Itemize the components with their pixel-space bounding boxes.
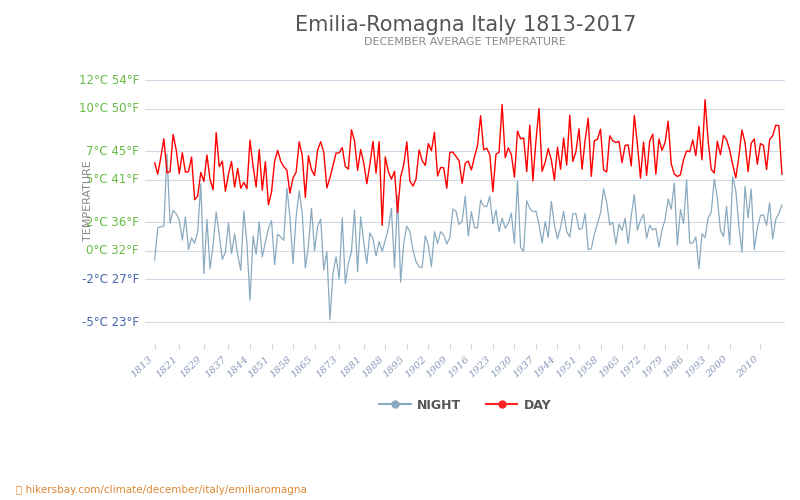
Text: 12°C 54°F: 12°C 54°F bbox=[79, 74, 139, 86]
Legend: NIGHT, DAY: NIGHT, DAY bbox=[374, 394, 556, 417]
Text: -5°C 23°F: -5°C 23°F bbox=[82, 316, 139, 328]
Text: 2°C 36°F: 2°C 36°F bbox=[86, 216, 139, 229]
Text: DECEMBER AVERAGE TEMPERATURE: DECEMBER AVERAGE TEMPERATURE bbox=[364, 38, 566, 48]
Text: -2°C 27°F: -2°C 27°F bbox=[82, 273, 139, 286]
Text: 0°C 32°F: 0°C 32°F bbox=[86, 244, 139, 258]
Text: 🌐 hikersbay.com/climate/december/italy/emiliaromagna: 🌐 hikersbay.com/climate/december/italy/e… bbox=[16, 485, 307, 495]
Title: Emilia-Romagna Italy 1813-2017: Emilia-Romagna Italy 1813-2017 bbox=[294, 15, 636, 35]
Text: 7°C 45°F: 7°C 45°F bbox=[86, 145, 139, 158]
Text: 5°C 41°F: 5°C 41°F bbox=[86, 174, 139, 186]
Text: 10°C 50°F: 10°C 50°F bbox=[79, 102, 139, 115]
Text: TEMPERATURE: TEMPERATURE bbox=[83, 160, 93, 242]
